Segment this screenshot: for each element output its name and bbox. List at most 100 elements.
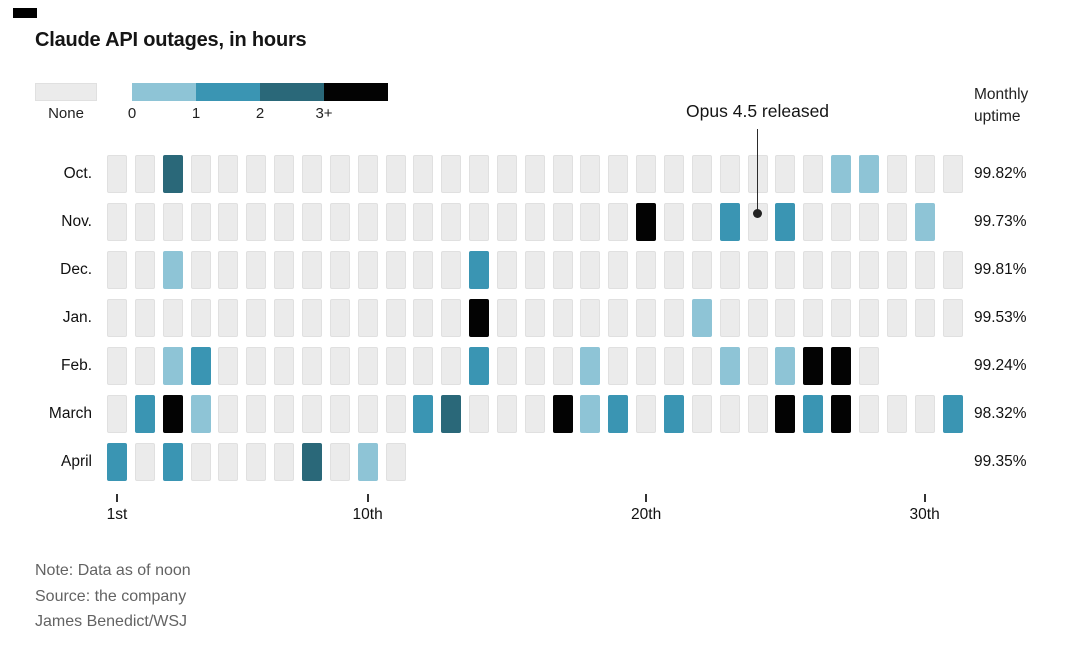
day-cell bbox=[329, 155, 350, 193]
day-cell bbox=[413, 395, 434, 433]
legend-swatch-none bbox=[35, 83, 97, 101]
day-cell bbox=[357, 299, 378, 337]
day-cell bbox=[580, 155, 601, 193]
day-cell bbox=[858, 395, 879, 433]
day-cell bbox=[441, 299, 462, 337]
day-cell bbox=[552, 203, 573, 241]
day-cell bbox=[274, 251, 295, 289]
day-cell bbox=[301, 395, 322, 433]
day-cell bbox=[329, 299, 350, 337]
day-cell bbox=[274, 299, 295, 337]
day-cell bbox=[858, 251, 879, 289]
day-cell bbox=[580, 203, 601, 241]
day-cell bbox=[413, 203, 434, 241]
day-cell bbox=[580, 347, 601, 385]
day-cell bbox=[831, 347, 852, 385]
day-cell bbox=[107, 347, 127, 385]
day-cell bbox=[831, 155, 852, 193]
day-cell bbox=[246, 203, 267, 241]
day-cell bbox=[107, 299, 127, 337]
day-cell bbox=[134, 155, 155, 193]
day-cell bbox=[469, 155, 490, 193]
legend-label-3: 3+ bbox=[315, 105, 333, 122]
day-cell bbox=[580, 395, 601, 433]
day-cell bbox=[914, 395, 935, 433]
day-cell bbox=[664, 299, 684, 337]
footnote-block: Note: Data as of noon Source: the compan… bbox=[35, 558, 191, 635]
day-cell bbox=[190, 347, 211, 385]
day-cell bbox=[134, 443, 155, 481]
day-cell bbox=[552, 155, 573, 193]
day-cell bbox=[385, 251, 406, 289]
day-cell bbox=[218, 203, 239, 241]
day-cell bbox=[357, 443, 378, 481]
day-cell bbox=[357, 347, 378, 385]
day-cell bbox=[496, 251, 517, 289]
day-cell bbox=[942, 395, 963, 433]
footnote-note: Note: Data as of noon bbox=[35, 562, 191, 579]
uptime-value: 99.82% bbox=[974, 165, 1027, 182]
day-cell bbox=[691, 251, 712, 289]
legend-swatch-0 bbox=[132, 83, 196, 101]
day-cell bbox=[552, 251, 573, 289]
day-cell bbox=[329, 347, 350, 385]
day-cell bbox=[608, 203, 629, 241]
day-cell bbox=[524, 395, 545, 433]
month-label: Nov. bbox=[61, 213, 92, 230]
day-cell bbox=[636, 155, 657, 193]
day-cell bbox=[357, 395, 378, 433]
day-cell bbox=[524, 347, 545, 385]
day-cell bbox=[803, 203, 824, 241]
day-cell bbox=[385, 395, 406, 433]
legend-label-1: 1 bbox=[191, 105, 201, 122]
day-cell bbox=[246, 299, 267, 337]
footnote-source: Source: the company bbox=[35, 587, 187, 605]
day-cell bbox=[190, 443, 211, 481]
day-cell bbox=[719, 251, 740, 289]
day-cell bbox=[886, 251, 907, 289]
day-cell bbox=[190, 251, 211, 289]
day-cell bbox=[246, 347, 267, 385]
day-cell bbox=[357, 203, 378, 241]
day-cell bbox=[691, 155, 712, 193]
day-cell bbox=[524, 299, 545, 337]
day-cell bbox=[107, 251, 127, 289]
day-cell bbox=[775, 347, 796, 385]
day-cell bbox=[775, 155, 796, 193]
month-label: Oct. bbox=[63, 165, 92, 182]
day-cell bbox=[329, 395, 350, 433]
day-cell bbox=[719, 347, 740, 385]
day-cell bbox=[107, 203, 127, 241]
day-cell bbox=[608, 347, 629, 385]
day-cell bbox=[218, 155, 239, 193]
day-cell bbox=[134, 203, 155, 241]
uptime-value: 99.35% bbox=[974, 453, 1027, 470]
day-cell bbox=[914, 155, 935, 193]
day-cell bbox=[413, 251, 434, 289]
day-cell bbox=[831, 251, 852, 289]
month-label: April bbox=[60, 453, 92, 470]
legend-label-none: None bbox=[48, 105, 84, 122]
day-cell bbox=[580, 299, 601, 337]
day-cell bbox=[162, 347, 183, 385]
day-cell bbox=[246, 155, 267, 193]
day-cell bbox=[190, 203, 211, 241]
day-cell bbox=[274, 347, 295, 385]
day-cell bbox=[274, 395, 295, 433]
day-cell bbox=[162, 203, 183, 241]
annotation-pointer-line bbox=[756, 129, 759, 213]
day-cell bbox=[858, 299, 879, 337]
day-cell bbox=[747, 299, 768, 337]
day-cell bbox=[413, 347, 434, 385]
day-cell bbox=[301, 203, 322, 241]
day-cell bbox=[858, 203, 879, 241]
day-cell bbox=[218, 395, 239, 433]
day-cell bbox=[441, 155, 462, 193]
day-cell bbox=[385, 299, 406, 337]
legend-swatch-2 bbox=[260, 83, 324, 101]
day-cell bbox=[608, 395, 629, 433]
day-cell bbox=[608, 155, 629, 193]
day-cell bbox=[775, 395, 796, 433]
day-cell bbox=[886, 155, 907, 193]
